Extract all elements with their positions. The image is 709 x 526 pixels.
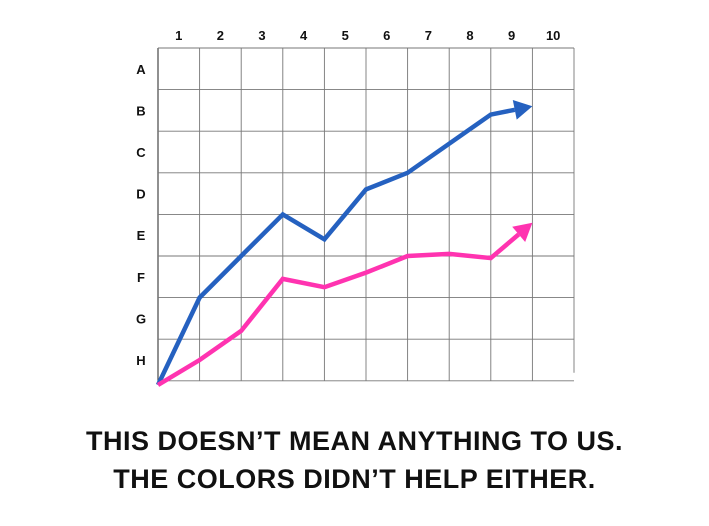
y-tick-label: G — [136, 311, 146, 326]
series-line-1 — [155, 107, 516, 386]
caption-line-2: THE COLORS DIDN’T HELP EITHER. — [113, 464, 596, 494]
x-tick-label: 2 — [217, 28, 224, 43]
y-axis-ticks: A B C D E F G H — [136, 62, 146, 368]
y-tick-label: B — [136, 103, 145, 118]
y-tick-label: E — [137, 228, 146, 243]
x-tick-label: 8 — [466, 28, 473, 43]
x-tick-label: 5 — [342, 28, 349, 43]
y-tick-label: D — [136, 187, 145, 202]
chart-series — [155, 99, 533, 387]
series-arrowhead-2 — [512, 222, 533, 242]
x-tick-label: 3 — [258, 28, 265, 43]
x-tick-label: 10 — [546, 28, 560, 43]
x-tick-label: 1 — [175, 28, 182, 43]
x-tick-label: 6 — [383, 28, 390, 43]
x-tick-label: 9 — [508, 28, 515, 43]
series-arrowhead-1 — [512, 99, 533, 120]
series-line-2 — [156, 232, 521, 387]
caption-line-1: THIS DOESN’T MEAN ANYTHING TO US. — [85, 426, 624, 456]
chart-grid — [157, 47, 575, 382]
y-tick-label: F — [137, 270, 145, 285]
x-axis-ticks: 1 2 3 4 5 6 7 8 9 10 — [175, 28, 560, 43]
y-tick-label: C — [136, 145, 146, 160]
x-tick-label: 7 — [425, 28, 432, 43]
line-chart: 1 2 3 4 5 6 7 8 9 10 A B C D E F G H — [136, 28, 575, 387]
x-tick-label: 4 — [300, 28, 308, 43]
y-tick-label: H — [136, 353, 145, 368]
y-tick-label: A — [136, 62, 146, 77]
